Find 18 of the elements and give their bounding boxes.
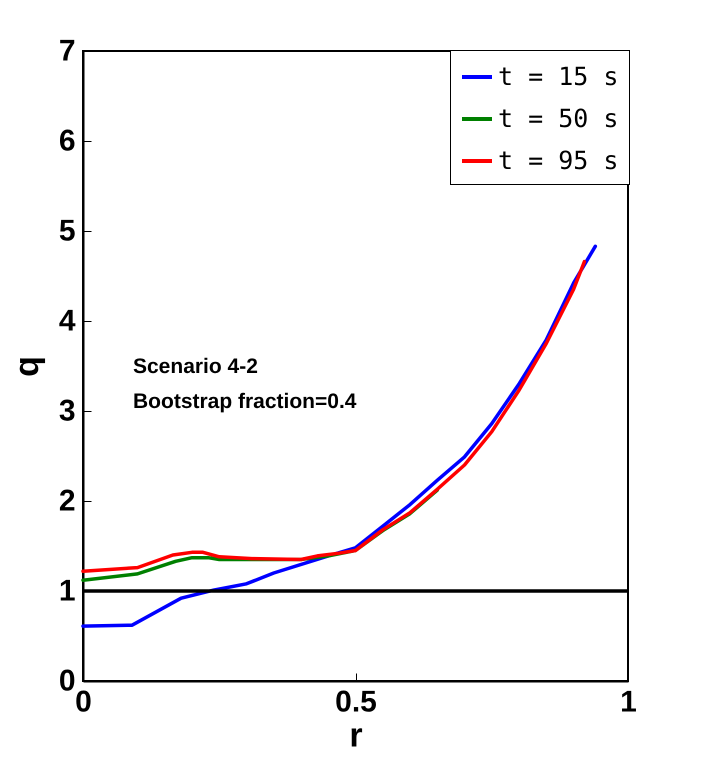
y-axis-title: q [8,356,46,377]
y-tick-label: 2 [58,484,76,518]
annotation: Bootstrap fraction=0.4 [133,390,357,413]
y-tick-label: 7 [58,34,76,68]
y-tick-label: 0 [58,664,76,698]
y-tick-label: 4 [58,304,76,338]
x-tick-label: 1 [620,686,637,718]
y-tick-label: 1 [58,574,76,608]
x-tick-label: 0.5 [335,686,377,718]
legend-label: t = 50 s [498,104,618,133]
y-tick-label: 6 [58,124,76,158]
y-tick-label: 3 [58,394,76,428]
y-tick-label: 5 [58,214,76,248]
annotation: Scenario 4-2 [133,355,258,378]
legend-label: t = 95 s [498,146,618,175]
legend-label: t = 15 s [498,62,618,91]
x-axis-title: r [349,716,363,754]
line-series [81,260,586,573]
